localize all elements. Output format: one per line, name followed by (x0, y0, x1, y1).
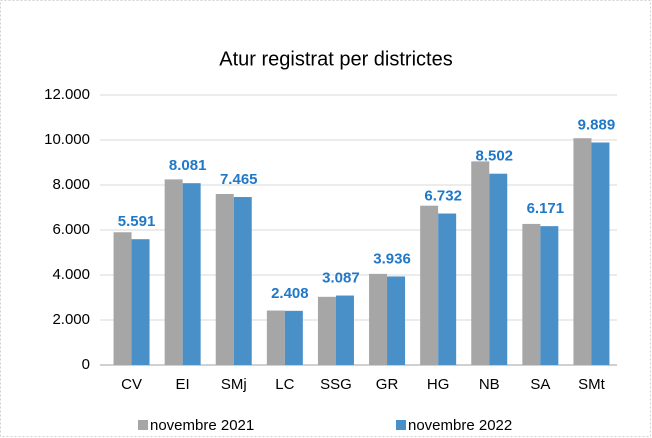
x-tick-label: SMj (221, 376, 247, 393)
bar (489, 173, 508, 365)
bar (164, 179, 183, 365)
data-label: 8.502 (475, 148, 513, 165)
data-label: 3.087 (322, 270, 360, 287)
bar (266, 310, 285, 365)
data-label: 9.889 (578, 116, 616, 133)
data-label: 7.465 (220, 171, 258, 188)
bar (335, 295, 354, 365)
y-tick-label: 10.000 (44, 131, 90, 148)
data-label: 8.081 (169, 157, 207, 174)
x-tick-label: EI (176, 376, 190, 393)
legend-label: novembre 2021 (150, 417, 254, 434)
bar (540, 226, 559, 365)
bar (131, 239, 150, 365)
y-tick-label: 6.000 (52, 221, 90, 238)
x-tick-label: NB (479, 376, 500, 393)
bar (387, 276, 406, 365)
data-label: 5.591 (118, 213, 156, 230)
data-label: 6.732 (424, 187, 462, 204)
bar (471, 161, 490, 365)
bar (113, 232, 132, 365)
legend-swatch (138, 420, 148, 430)
bar (233, 197, 252, 365)
data-label: 6.171 (527, 200, 565, 217)
y-tick-label: 0 (82, 356, 90, 373)
bar (317, 296, 336, 365)
data-label: 2.408 (271, 285, 309, 302)
y-tick-label: 2.000 (52, 311, 90, 328)
x-tick-label: SMt (578, 376, 606, 393)
bar (591, 142, 610, 365)
x-tick-label: SSG (320, 376, 352, 393)
x-tick-label: CV (121, 376, 142, 393)
x-tick-label: LC (275, 376, 294, 393)
bar (182, 183, 201, 365)
bar (438, 213, 457, 365)
bar (369, 273, 388, 365)
bar (573, 138, 592, 365)
legend-swatch (396, 420, 406, 430)
y-tick-label: 12.000 (44, 86, 90, 103)
bar (420, 205, 439, 365)
x-tick-label: SA (530, 376, 550, 393)
bar (522, 223, 541, 365)
data-label: 3.936 (373, 250, 411, 267)
x-tick-label: GR (376, 376, 399, 393)
legend-label: novembre 2022 (408, 417, 512, 434)
chart-title: Atur registrat per districtes (219, 48, 452, 70)
y-tick-label: 4.000 (52, 266, 90, 283)
bar (284, 310, 303, 365)
bar (215, 194, 234, 365)
y-tick-label: 8.000 (52, 176, 90, 193)
x-tick-label: HG (427, 376, 450, 393)
